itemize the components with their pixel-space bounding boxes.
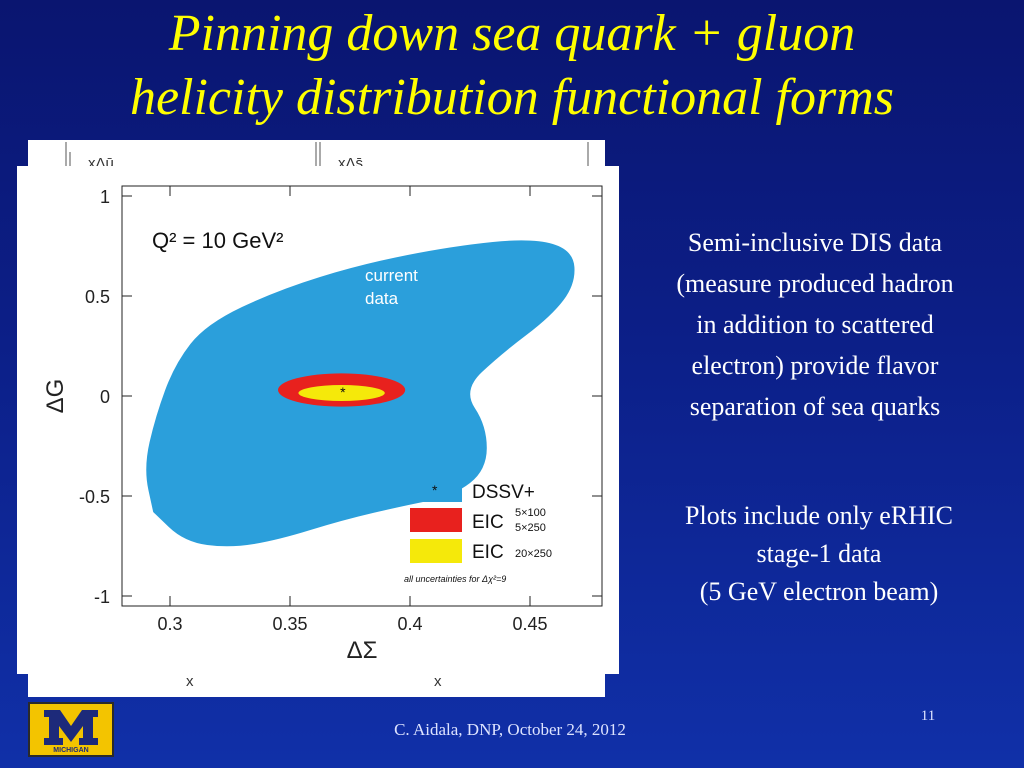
legend-beam-red-1: 5×100: [515, 507, 546, 519]
text-block-erhic-line-3: (5 GeV electron beam): [699, 577, 939, 606]
eic-20x250-region: [298, 385, 385, 401]
legend-label-dssv: DSSV+: [472, 482, 535, 503]
region-label-line2: data: [365, 289, 399, 308]
legend-swatch-eic-red: [410, 508, 462, 532]
legend-label-eic-red: EIC: [472, 512, 504, 533]
x-axis-label: ΔΣ: [347, 637, 378, 664]
text-block-sidis-line-2: (measure produced hadron: [676, 269, 954, 298]
logo-text: MICHIGAN: [53, 747, 88, 754]
text-block-sidis-line-3: in addition to scattered: [696, 310, 934, 339]
legend-beam-yellow: 20×250: [515, 548, 552, 560]
text-block-erhic: Plots include only eRHIC stage-1 data (5…: [630, 497, 1008, 611]
legend-beam-red-2: 5×250: [515, 522, 546, 534]
legend: * DSSV+ EIC 5×100 5×250 EIC 20×250 all u…: [404, 478, 552, 584]
y-tick-label: 1: [100, 187, 110, 207]
text-block-sidis: Semi-inclusive DIS data (measure produce…: [628, 222, 1002, 427]
slide-footer: C. Aidala, DNP, October 24, 2012: [394, 720, 626, 739]
x-tick-label: 0.4: [397, 614, 422, 634]
delta-g-vs-delta-sigma-chart: 0.3 0.35 0.4 0.45 1 0.5 0 -0.5 -1 * Q² = 10 GeV²…: [42, 185, 603, 664]
chart-panel: 0.3 0.35 0.4 0.45 1 0.5 0 -0.5 -1 * Q² = 10 GeV²…: [17, 166, 619, 674]
central-value-marker: *: [340, 384, 346, 400]
x-tick-label: 0.45: [512, 614, 547, 634]
region-label-line1: current: [365, 266, 418, 285]
y-tick-label: -0.5: [79, 487, 110, 507]
text-block-erhic-line-1: Plots include only eRHIC: [685, 501, 953, 530]
title-line-2: helicity distribution functional forms: [129, 69, 895, 126]
q2-annotation: Q² = 10 GeV²: [152, 228, 283, 253]
slide-title: Pinning down sea quark + gluon helicity …: [0, 2, 1024, 130]
y-tick-label: -1: [94, 587, 110, 607]
text-block-sidis-line-5: separation of sea quarks: [689, 392, 941, 421]
y-tick-label: 0: [100, 387, 110, 407]
y-tick-label: 0.5: [85, 287, 110, 307]
title-line-1: Pinning down sea quark + gluon: [168, 5, 856, 62]
legend-swatch-eic-yellow: [410, 539, 462, 563]
x-tick-label: 0.3: [157, 614, 182, 634]
legend-label-eic-yellow: EIC: [472, 542, 504, 563]
back-xlabel-right: x: [434, 673, 442, 690]
text-block-erhic-line-2: stage-1 data: [756, 539, 882, 568]
page-number: 11: [920, 708, 936, 724]
uncertainty-note: all uncertainties for Δχ²=9: [404, 574, 506, 584]
x-tick-label: 0.35: [272, 614, 307, 634]
legend-swatch-dssv: [410, 478, 462, 502]
y-axis-label: ΔG: [42, 379, 69, 414]
text-block-sidis-line-4: electron) provide flavor: [691, 351, 939, 380]
back-xlabel-left: x: [186, 673, 194, 690]
michigan-logo: MICHIGAN: [28, 702, 114, 757]
text-block-sidis-line-1: Semi-inclusive DIS data: [687, 228, 943, 257]
legend-dssv-marker: *: [432, 482, 438, 498]
